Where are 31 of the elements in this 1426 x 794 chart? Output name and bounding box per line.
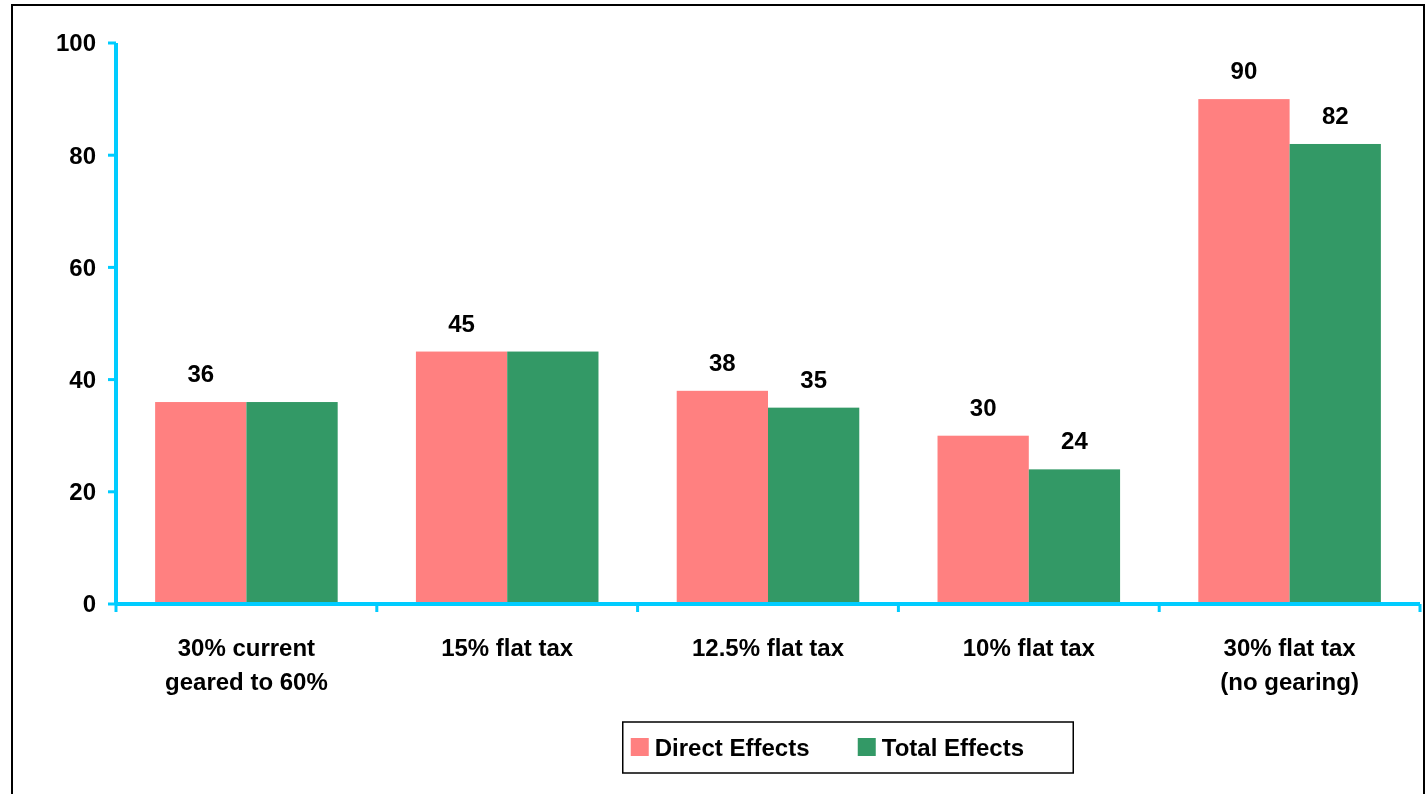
x-tick-label: 10% flat tax [962,634,1096,661]
data-label: 24 [1061,427,1089,455]
bar [768,407,860,604]
data-label: 38 [709,348,736,376]
y-tick-label: 100 [55,29,96,57]
data-label: 90 [1230,57,1258,85]
bar [507,351,599,604]
bar [415,351,508,604]
y-tick-label: 60 [69,253,96,281]
bar [1289,143,1381,604]
x-tick-label: 15% flat tax [441,634,574,661]
bar [1198,99,1290,604]
legend-label: Total Effects [881,734,1024,762]
x-tick-label: 12.5% flat tax [691,634,845,661]
y-tick-label: 0 [82,590,96,618]
bar [676,390,768,604]
x-tick-label: 30% flat tax (no gearing) [1220,634,1359,695]
bar [155,402,247,604]
data-label: 45 [448,309,475,337]
bar [246,402,338,604]
y-tick-label: 80 [69,141,96,169]
data-label: 82 [1321,101,1349,129]
data-label: 36 [187,360,215,388]
bar [937,435,1029,604]
data-label: 35 [800,365,827,393]
data-label: 30 [969,393,997,421]
x-tick-label: 30% current geared to 60% [165,634,328,695]
y-tick-label: 40 [69,366,96,393]
legend-label: Direct Effects [654,734,810,762]
y-tick-label: 20 [69,478,96,506]
bar [1028,469,1121,604]
